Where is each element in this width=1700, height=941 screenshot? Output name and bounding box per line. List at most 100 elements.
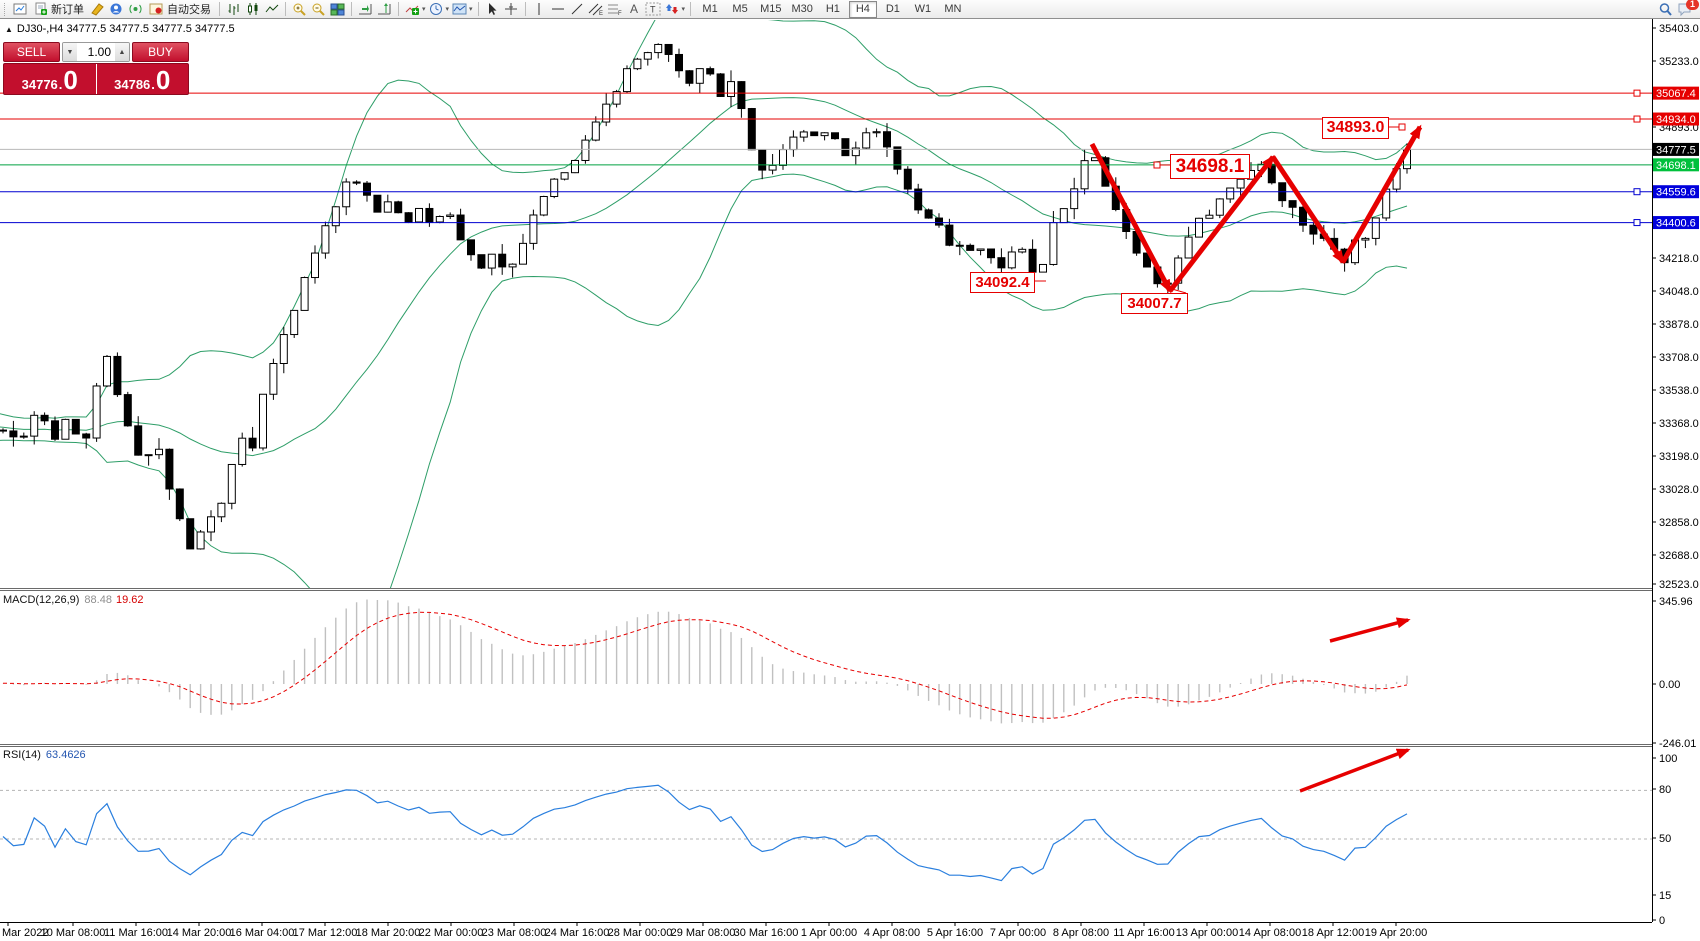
macd-trend-arrow[interactable]	[1329, 617, 1411, 643]
timeframe-button-m1[interactable]: M1	[702, 3, 718, 15]
macd-indicator-label: MACD(12,26,9) 88.48 19.62	[3, 594, 143, 606]
line-chart-mode-icon[interactable]	[262, 1, 281, 18]
price-tick-label: 35403.0	[1659, 23, 1699, 35]
volume-decrease-button[interactable]: ▼	[63, 43, 77, 61]
text-tool-icon[interactable]: A	[630, 2, 639, 16]
chart-shift-icon[interactable]	[375, 1, 394, 18]
zoom-out-icon[interactable]	[309, 1, 328, 18]
line-handle[interactable]	[1633, 89, 1641, 97]
arrows-dropdown-caret[interactable]: ▾	[681, 6, 686, 13]
arrow-objects-icon[interactable]	[663, 1, 682, 18]
autotrading-label: 自动交易	[167, 4, 211, 16]
autotrading-icon	[149, 3, 163, 15]
periods-dropdown-caret[interactable]: ▾	[445, 6, 450, 13]
rsi-axis-label: 50	[1659, 833, 1671, 845]
horizontal-line-tool-icon[interactable]	[549, 1, 568, 18]
text-label-tool-icon[interactable]: T	[644, 1, 663, 18]
sell-button[interactable]: SELL	[3, 42, 60, 62]
new-order-button[interactable]: 新订单	[30, 1, 88, 18]
trend-arrow-segment[interactable]	[1340, 124, 1423, 264]
rsi-trend-arrow[interactable]	[1299, 748, 1411, 793]
price-tick-label: 32858.0	[1659, 517, 1699, 529]
line-handle[interactable]	[1633, 115, 1641, 123]
time-axis-label: 11 Mar 16:00	[104, 927, 168, 939]
cursor-icon[interactable]	[483, 1, 502, 18]
main-chart-area[interactable]	[0, 0, 1652, 628]
auto-scroll-icon[interactable]	[356, 1, 375, 18]
price-annotation-label[interactable]: 34893.0	[1322, 117, 1389, 139]
line-handle[interactable]	[1633, 219, 1641, 227]
timeframe-button-m30[interactable]: M30	[791, 3, 813, 15]
bollinger-lower-band	[0, 173, 1408, 588]
price-level-tag-label: 34698.1	[1656, 160, 1696, 172]
rsi-panel[interactable]	[0, 784, 1652, 882]
tile-windows-icon[interactable]	[328, 1, 347, 18]
rsi-axis-label: 15	[1659, 890, 1671, 902]
trend-arrow-segment[interactable]	[1270, 155, 1346, 265]
crosshair-icon[interactable]	[502, 1, 521, 18]
buy-price[interactable]: 34786 . 0	[97, 64, 189, 94]
candlestick-mode-icon[interactable]	[243, 1, 262, 18]
svg-text:T: T	[650, 5, 656, 15]
zoom-in-icon[interactable]	[290, 1, 309, 18]
templates-dropdown-caret[interactable]: ▾	[469, 6, 473, 13]
price-annotation-label[interactable]: 34698.1	[1170, 154, 1250, 179]
timeframe-button-m15[interactable]: M15	[760, 3, 782, 15]
timeframe-button-m5[interactable]: M5	[732, 3, 748, 15]
search-icon[interactable]	[1656, 1, 1675, 18]
time-axis-label: 4 Apr 08:00	[864, 927, 920, 939]
new-chart-icon[interactable]	[11, 1, 30, 18]
templates-icon[interactable]	[450, 1, 469, 18]
line-handle[interactable]	[1633, 188, 1641, 196]
toolbar-separator	[285, 2, 286, 16]
svg-text:F: F	[618, 11, 622, 16]
timeframe-button-d1[interactable]: D1	[885, 3, 900, 15]
periods-icon[interactable]	[427, 1, 446, 18]
rsi-value: 63.4626	[45, 749, 86, 761]
annotation-handle[interactable]	[1398, 123, 1406, 131]
toolbar: 新订单 自动交易 ▾	[0, 0, 1700, 19]
macd-axis-label: -246.01	[1659, 738, 1696, 750]
volume-increase-button[interactable]: ▲	[115, 43, 129, 61]
bollinger-upper-band	[0, 20, 1408, 419]
one-click-trading-panel: SELL ▼ 1.00 ▲ BUY 34776 . 0 34786 . 0	[3, 42, 189, 95]
time-axis-label: 17 Mar 12:00	[293, 927, 358, 939]
timeframe-button-mn[interactable]: MN	[944, 3, 962, 15]
time-axis-label: 28 Mar 00:00	[608, 927, 673, 939]
price-tick-label: 34218.0	[1659, 253, 1699, 265]
broadcast-icon[interactable]	[126, 1, 145, 18]
chat-icon[interactable]: 1	[1675, 0, 1699, 18]
trendline-tool-icon[interactable]	[568, 1, 587, 18]
timeframe-button-w1[interactable]: W1	[914, 3, 932, 15]
sell-price[interactable]: 34776 . 0	[4, 64, 96, 94]
bar-chart-mode-icon[interactable]	[224, 1, 243, 18]
volume-input[interactable]: 1.00	[87, 45, 111, 59]
autotrading-button[interactable]: 自动交易	[145, 1, 215, 18]
indicators-dropdown-caret[interactable]: ▾	[422, 6, 426, 13]
notification-badge[interactable]: 1	[1686, 0, 1699, 10]
price-tick-label: 33538.0	[1659, 385, 1699, 397]
time-axis-label: 8 Apr 08:00	[1053, 927, 1109, 939]
svg-text:E: E	[599, 11, 603, 16]
trend-arrow-segment[interactable]	[1089, 142, 1173, 294]
annotation-handle[interactable]	[1153, 161, 1161, 169]
metaeditor-icon[interactable]	[88, 1, 107, 18]
price-level-tag	[1653, 142, 1699, 156]
buy-button[interactable]: BUY	[132, 42, 189, 62]
rsi-name: RSI(14)	[3, 749, 41, 761]
indicators-icon[interactable]	[403, 1, 422, 18]
vertical-line-tool-icon[interactable]	[530, 1, 549, 18]
timeframe-button-h1[interactable]: H1	[825, 3, 840, 15]
price-annotation-label[interactable]: 34092.4	[970, 272, 1035, 293]
timeframe-button-h4[interactable]: H4	[848, 0, 877, 18]
symbol-marker-icon: ▲	[5, 24, 13, 34]
equidistant-channel-tool-icon[interactable]: E	[587, 1, 606, 18]
macd-panel[interactable]	[2, 599, 1408, 724]
community-icon[interactable]	[107, 1, 126, 18]
trend-arrow-segment[interactable]	[1168, 154, 1275, 293]
time-axis-label: 13 Apr 00:00	[1176, 927, 1238, 939]
price-annotation-label[interactable]: 34007.7	[1121, 293, 1188, 314]
fibonacci-tool-icon[interactable]: F	[606, 1, 625, 18]
new-order-label: 新订单	[51, 4, 84, 16]
